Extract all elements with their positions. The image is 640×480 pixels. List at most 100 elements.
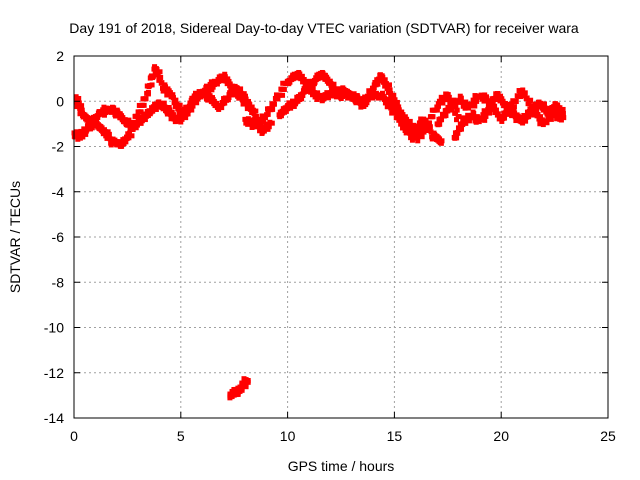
y-tick-label: -2 [52, 139, 65, 155]
data-marker [74, 104, 80, 110]
data-marker [396, 104, 402, 110]
data-marker [421, 116, 427, 122]
data-marker [456, 114, 462, 120]
data-marker [404, 128, 410, 134]
data-marker [262, 115, 268, 121]
series-track-2 [73, 83, 275, 136]
x-tick-label: 5 [177, 428, 185, 444]
data-marker [427, 124, 433, 130]
data-marker [417, 133, 423, 139]
x-tick-label: 0 [70, 428, 78, 444]
data-marker [307, 88, 313, 94]
data-marker [89, 124, 95, 130]
data-marker [312, 79, 318, 85]
data-marker [325, 92, 331, 98]
data-marker [381, 95, 387, 101]
data-marker [152, 64, 158, 70]
data-marker [230, 92, 236, 98]
data-marker [255, 116, 261, 122]
data-marker [290, 72, 296, 78]
data-marker [454, 117, 460, 123]
data-marker [502, 111, 508, 117]
data-marker [152, 69, 158, 75]
data-marker [160, 88, 166, 94]
data-marker [249, 124, 255, 130]
data-marker [554, 116, 560, 122]
data-marker [488, 101, 494, 107]
data-marker [435, 122, 441, 128]
data-marker [499, 118, 505, 124]
data-marker [144, 113, 150, 119]
data-marker [467, 102, 473, 108]
data-marker [415, 129, 421, 135]
data-marker [439, 96, 445, 102]
data-marker [426, 126, 432, 132]
data-marker [453, 110, 459, 116]
x-tick-label: 25 [600, 428, 616, 444]
data-marker [178, 119, 184, 125]
data-marker [148, 109, 154, 115]
data-marker [515, 93, 521, 99]
data-marker [183, 111, 189, 117]
data-marker [500, 116, 506, 122]
data-marker [453, 131, 459, 137]
data-marker [528, 97, 534, 103]
data-marker [377, 72, 383, 78]
data-marker [462, 105, 468, 111]
data-marker [487, 107, 493, 113]
data-marker [79, 107, 85, 113]
data-marker [258, 118, 264, 124]
data-marker [373, 90, 379, 96]
data-marker [437, 99, 443, 105]
data-marker [421, 121, 427, 127]
data-marker [193, 98, 199, 104]
data-marker [453, 103, 459, 109]
data-marker [548, 116, 554, 122]
data-marker [88, 120, 94, 126]
data-marker [418, 126, 424, 132]
data-marker [83, 131, 89, 137]
data-marker [429, 107, 435, 113]
data-marker [291, 103, 297, 109]
data-marker [318, 75, 324, 81]
data-marker [260, 129, 266, 135]
data-marker [264, 106, 270, 112]
data-marker [129, 133, 135, 139]
data-marker [253, 108, 259, 114]
data-marker [546, 116, 552, 122]
data-marker [528, 109, 534, 115]
data-marker [419, 134, 425, 140]
data-marker [303, 80, 309, 86]
data-marker [520, 87, 526, 93]
x-tick-label: 20 [493, 428, 509, 444]
data-marker [545, 111, 551, 117]
data-marker [504, 111, 510, 117]
data-marker [205, 97, 211, 103]
data-marker [220, 78, 226, 84]
data-marker [188, 101, 194, 107]
data-marker [373, 82, 379, 88]
data-marker [472, 93, 478, 99]
data-marker [452, 135, 458, 141]
data-marker [210, 84, 216, 90]
data-marker [179, 116, 185, 122]
data-marker [423, 119, 429, 125]
data-marker [388, 90, 394, 96]
data-marker [410, 128, 416, 134]
data-marker [338, 95, 344, 101]
data-marker [384, 104, 390, 110]
data-marker [101, 112, 107, 118]
data-marker [454, 107, 460, 113]
data-marker [297, 97, 303, 103]
data-marker [72, 134, 78, 140]
data-marker [77, 105, 83, 111]
data-marker [386, 82, 392, 88]
data-marker [174, 101, 180, 107]
data-marker [183, 115, 189, 121]
data-marker [385, 96, 391, 102]
data-marker [383, 81, 389, 87]
data-marker [390, 100, 396, 106]
data-marker [536, 116, 542, 122]
data-marker [492, 110, 498, 116]
data-marker [261, 119, 267, 125]
